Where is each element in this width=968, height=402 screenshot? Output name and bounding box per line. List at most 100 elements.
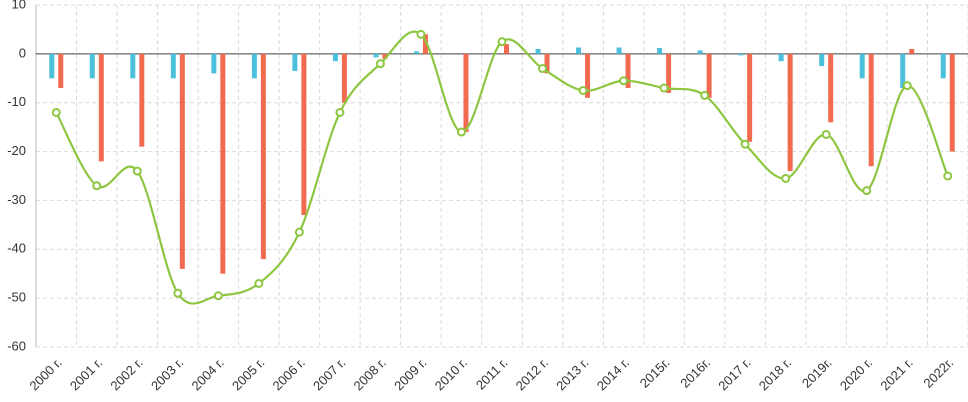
marker — [294, 227, 304, 237]
bar — [706, 53, 712, 98]
x-tick-label: 2000 г. — [26, 355, 64, 393]
bar — [382, 53, 388, 59]
bar — [535, 48, 541, 54]
x-tick-label: 2017 г. — [715, 355, 753, 393]
bar — [139, 53, 145, 147]
x-tick-label: 2016г. — [677, 355, 713, 391]
bar — [949, 53, 955, 152]
bar — [130, 53, 136, 79]
x-tick-label: 2004 г. — [188, 355, 226, 393]
bar — [58, 53, 64, 89]
bar — [544, 53, 550, 74]
bar — [292, 53, 298, 71]
y-tick-label: 0 — [19, 45, 26, 60]
y-tick-label: 10 — [12, 0, 26, 11]
bar — [373, 53, 379, 58]
y-tick-label: -40 — [7, 241, 26, 256]
x-tick-label: 2010 г. — [432, 355, 470, 393]
bar — [697, 50, 703, 54]
bar — [170, 53, 176, 79]
x-tick-label: 2014 г. — [594, 355, 632, 393]
bar — [49, 53, 55, 79]
marker — [416, 29, 426, 39]
marker — [943, 171, 953, 181]
marker — [92, 181, 102, 191]
marker — [51, 107, 61, 117]
bar — [666, 53, 672, 93]
y-tick-label: -30 — [7, 192, 26, 207]
marker — [335, 107, 345, 117]
y-tick-label: -50 — [7, 290, 26, 305]
bar — [413, 51, 419, 54]
x-tick-label: 2018 г. — [756, 355, 794, 393]
x-tick-label: 2007 г. — [310, 355, 348, 393]
bar — [900, 53, 906, 89]
marker — [700, 90, 710, 100]
x-tick-label: 2003 г. — [148, 355, 186, 393]
bar — [657, 47, 663, 54]
x-tick-label: 2008 г. — [351, 355, 389, 393]
x-tick-label: 2001 г. — [67, 355, 105, 393]
marker — [375, 59, 385, 69]
bar — [98, 53, 104, 162]
bar — [859, 53, 865, 79]
bar — [211, 53, 217, 74]
x-tick-label: 2005 г. — [229, 355, 267, 393]
marker — [456, 127, 466, 137]
bar — [616, 47, 622, 54]
marker — [578, 86, 588, 95]
y-tick-label: -20 — [7, 143, 26, 158]
x-tick-label: 2006 г. — [270, 355, 308, 393]
x-tick-label: 2012 г. — [513, 355, 551, 393]
x-tick-label: 2022г. — [920, 355, 956, 391]
marker — [254, 278, 264, 288]
bar — [260, 53, 266, 260]
bar — [220, 53, 226, 274]
bar — [778, 53, 784, 62]
bar — [940, 53, 946, 79]
bar — [332, 53, 338, 62]
bar — [909, 48, 915, 54]
y-tick-label: -10 — [7, 94, 26, 109]
marker — [902, 81, 912, 91]
bar — [576, 47, 582, 54]
marker — [659, 83, 669, 93]
x-tick-label: 2021 г. — [877, 355, 915, 393]
x-tick-label: 2011 г. — [473, 355, 511, 393]
bar — [422, 34, 428, 54]
marker — [781, 173, 791, 183]
x-tick-label: 2020 г. — [837, 355, 875, 393]
marker — [821, 129, 831, 139]
bar — [738, 53, 744, 56]
bar — [747, 53, 753, 142]
marker — [538, 64, 548, 74]
bar — [868, 53, 874, 167]
bar — [625, 53, 631, 89]
marker — [497, 37, 507, 47]
marker — [862, 186, 872, 196]
bar — [463, 53, 469, 133]
bar — [585, 53, 591, 98]
bar — [828, 53, 834, 123]
bar — [89, 53, 95, 79]
y-tick-label: -60 — [7, 338, 26, 353]
x-tick-label: 2002 г. — [107, 355, 145, 393]
x-tick-label: 2009 г. — [391, 355, 429, 393]
marker — [173, 288, 183, 298]
x-tick-label: 2013 г. — [553, 355, 591, 393]
line — [55, 30, 949, 305]
bar — [787, 53, 793, 172]
x-tick-label: 2019г. — [799, 355, 835, 391]
bar — [341, 53, 347, 103]
marker — [132, 166, 142, 176]
marker — [619, 76, 629, 86]
bar — [819, 53, 825, 67]
bar — [179, 53, 185, 269]
marker — [213, 291, 223, 301]
bar — [504, 44, 509, 54]
bar — [301, 53, 307, 216]
x-tick-label: 2015г. — [637, 355, 673, 391]
marker — [740, 139, 750, 149]
bar — [251, 53, 257, 79]
